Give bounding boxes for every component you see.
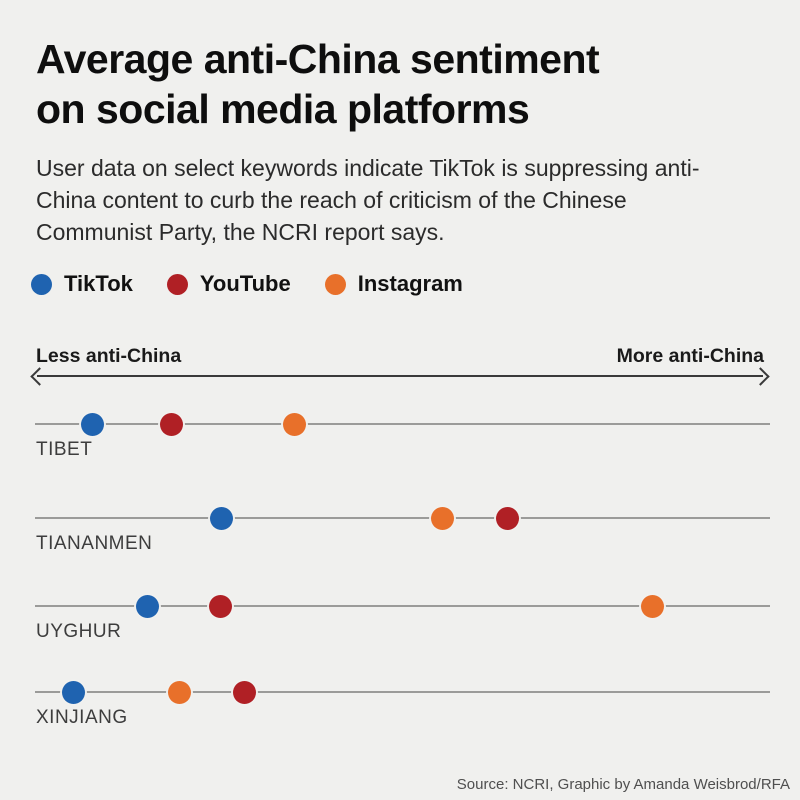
row-line — [35, 691, 770, 693]
dot-tiktok-tiananmen — [210, 506, 234, 530]
row-label: XINJIANG — [36, 707, 128, 728]
dot-tiktok-tibet — [81, 412, 105, 436]
legend-item-youtube: YouTube — [166, 271, 291, 297]
dot-instagram-tibet — [283, 412, 307, 436]
page-title-line1: Average anti-China sentiment — [36, 36, 600, 82]
legend: TikTok YouTube Instagram — [31, 269, 463, 299]
legend-label-instagram: Instagram — [357, 271, 463, 296]
page-subtitle: User data on select keywords indicate Ti… — [36, 155, 700, 246]
row-line — [35, 605, 770, 607]
axis-arrow-line — [37, 375, 763, 377]
source-credit: Source: NCRI, Graphic by Amanda Weisbrod… — [456, 776, 790, 793]
dot-instagram-tiananmen — [431, 506, 455, 530]
row-label: TIANANMEN — [36, 533, 153, 554]
dot-tiktok-uyghur — [136, 594, 160, 618]
page-title-line2: on social media platforms — [36, 86, 530, 133]
dot-youtube-xinjiang — [232, 680, 256, 704]
row-label: UYGHUR — [36, 621, 122, 642]
legend-label-tiktok: TikTok — [64, 271, 133, 296]
legend-label-youtube: YouTube — [199, 271, 291, 296]
dot-youtube-tibet — [160, 412, 184, 436]
dot-tiktok-xinjiang — [61, 680, 85, 704]
dot-youtube-tiananmen — [495, 506, 519, 530]
dot-instagram-uyghur — [640, 594, 664, 618]
page-title: Average anti-China sentiment on social m… — [36, 34, 766, 134]
legend-item-instagram: Instagram — [324, 271, 463, 297]
youtube-dot-icon — [166, 273, 188, 295]
tiktok-dot-icon — [31, 273, 52, 295]
axis-right-label: More anti-China — [616, 345, 764, 367]
axis-left-label: Less anti-China — [36, 345, 182, 367]
dot-youtube-uyghur — [208, 594, 232, 618]
axis-arrow — [30, 367, 770, 386]
legend-item-tiktok: TikTok — [31, 271, 133, 297]
instagram-dot-icon — [324, 273, 346, 295]
row-line — [35, 423, 770, 425]
axis-labels: Less anti-China More anti-China — [36, 345, 764, 368]
dot-instagram-xinjiang — [168, 680, 192, 704]
row-label: TIBET — [36, 439, 93, 460]
row-line — [35, 517, 770, 519]
